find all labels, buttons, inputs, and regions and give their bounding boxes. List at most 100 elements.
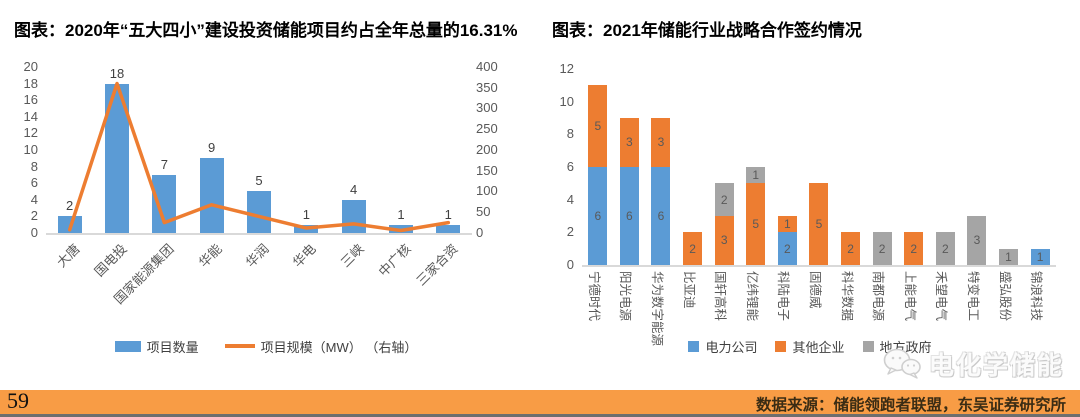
legend-square-swatch	[862, 340, 874, 352]
segment-地方政府: 2	[872, 232, 892, 265]
left-chart-plot-area: 0 2 4 6 8 10 12 14 16 18 20 0 50 100 150 200 250 300 350 40…	[24, 60, 498, 307]
right-axis-tick: 200	[476, 141, 498, 157]
category-slot-上能电气: 2 上能电气	[898, 69, 930, 321]
x-axis-label: 南都电源	[871, 270, 886, 321]
segment-其他企业: 5	[746, 183, 766, 265]
wechat-icon	[883, 348, 921, 379]
x-axis-label: 比亚迪	[681, 270, 696, 309]
x-axis-label: 锦浪科技	[1029, 270, 1044, 321]
legend-label: 电力公司	[705, 339, 758, 355]
left-axis-tick: 20	[23, 58, 38, 74]
segment-电力公司: 6	[651, 166, 671, 265]
segment-电力公司: 6	[619, 166, 639, 265]
segment-地方政府: 2	[935, 232, 955, 265]
left-axis-tick: 2	[30, 208, 38, 224]
legend-square-swatch	[688, 340, 700, 352]
left-axis-tick: 4	[566, 191, 574, 207]
stacked-bar-slots: 6 5 宁德时代 6 3 阳光电源 6 3 华为数字能源 2 比亚迪 3 2 国轩高科 5 1 亿纬锂能 2 1 科陆…	[582, 69, 1056, 346]
x-axis-label: 三峡	[337, 241, 367, 271]
left-axis-tick: 6	[30, 175, 38, 191]
x-axis-label: 特变电工	[965, 270, 980, 321]
category-slot-比亚迪: 2 比亚迪	[677, 69, 709, 308]
right-axis-tick: 0	[476, 224, 484, 240]
category-slot-华电: 1 华电	[283, 67, 330, 270]
x-axis-label: 国电投	[91, 241, 130, 280]
bar-三家合资	[436, 224, 461, 233]
segment-其他企业: 5	[809, 183, 829, 265]
category-slot-宁德时代: 6 5 宁德时代	[582, 69, 614, 321]
stacked-bar-南都电源: 2	[872, 69, 892, 265]
category-slot-大唐: 2 大唐	[46, 67, 93, 270]
segment-地方政府: 3	[967, 215, 987, 265]
category-slot-科陆电子: 2 1 科陆电子	[772, 69, 804, 321]
x-axis-label: 固德威	[807, 270, 822, 309]
stacked-bar-固德威: 5	[809, 69, 829, 265]
legend-item-其他企业: 其他企业	[775, 337, 845, 356]
x-axis-label: 阳光电源	[618, 270, 633, 321]
x-axis-label: 盛弘股份	[997, 270, 1012, 321]
category-slot-三家合资: 1 三家合资	[414, 67, 472, 289]
category-slot-亿纬锂能: 5 1 亿纬锂能	[740, 69, 772, 321]
legend-item-项目规模（MW） （右轴）: 项目规模（MW） （右轴）	[224, 337, 418, 356]
left-chart-legend: 项目数量 项目规模（MW） （右轴）	[14, 337, 518, 356]
category-slot-科华数据: 2 科华数据	[835, 69, 867, 321]
stacked-bar-科华数据: 2	[841, 69, 861, 265]
left-chart-title: 图表：2020年“五大四小”建设投资储能项目约占全年总量的16.31%	[14, 21, 518, 40]
category-slot-阳光电源: 6 3 阳光电源	[614, 69, 646, 321]
category-slot-禾望电气: 2 禾望电气	[930, 69, 962, 321]
left-axis-tick: 8	[566, 126, 574, 142]
left-axis-tick: 6	[566, 158, 574, 174]
stacked-bar-锦浪科技: 1	[1030, 69, 1050, 265]
watermark: 电化学储能	[883, 346, 1064, 382]
page-number: 59	[7, 388, 29, 413]
right-axis-tick: 50	[476, 204, 491, 220]
legend-item-项目数量: 项目数量	[114, 337, 199, 356]
bar-value-label: 9	[208, 140, 216, 156]
right-axis-tick: 350	[476, 79, 498, 95]
x-axis-label: 亿纬锂能	[744, 270, 759, 321]
left-axis-tick: 4	[30, 191, 38, 207]
right-chart-panel: 图表：2021年储能行业战略合作签约情况 0 2 4 6 8 10 12 6 5 宁德时代 6 3 阳光…	[552, 20, 1068, 356]
bar-value-label: 5	[255, 173, 263, 189]
stacked-bar-上能电气: 2	[904, 69, 924, 265]
segment-其他企业: 2	[841, 232, 861, 265]
category-slot-固德威: 5 固德威	[803, 69, 835, 308]
category-slot-华润: 5 华润	[235, 67, 282, 270]
segment-地方政府: 2	[714, 183, 734, 216]
x-axis-label: 科陆电子	[776, 270, 791, 321]
right-chart-title: 图表：2021年储能行业战略合作签约情况	[552, 21, 862, 40]
right-chart-plot-area: 0 2 4 6 8 10 12 6 5 宁德时代 6 3 阳光电源 6 3 华为数字能源 2 比亚迪 3 2 国轩高科 5…	[560, 62, 1056, 346]
stacked-bar-禾望电气: 2	[935, 69, 955, 265]
right-axis-tick: 150	[476, 162, 498, 178]
legend-square-swatch	[775, 340, 787, 352]
left-axis-tick: 12	[23, 125, 38, 141]
left-axis-tick: 10	[559, 93, 574, 109]
bar-value-label: 2	[66, 198, 74, 214]
category-slot-锦浪科技: 1 锦浪科技	[1024, 69, 1056, 321]
x-axis-label: 宁德时代	[586, 270, 601, 321]
x-axis-label: 华润	[242, 241, 272, 271]
bar-value-label: 7	[160, 156, 168, 172]
left-axis-tick: 12	[559, 60, 574, 76]
bar-华电	[294, 224, 319, 233]
segment-其他企业: 2	[683, 232, 703, 265]
segment-电力公司: 6	[588, 166, 608, 265]
legend-bar-swatch	[114, 340, 141, 352]
legend-item-电力公司: 电力公司	[688, 337, 757, 356]
segment-其他企业: 3	[651, 117, 671, 167]
x-axis-label: 三家合资	[413, 241, 462, 289]
bar-华能	[199, 158, 224, 233]
legend-label: 项目规模（MW） （右轴）	[260, 339, 418, 355]
category-slot-国家能源集团: 7 国家能源集团	[111, 67, 188, 307]
bar-value-label: 1	[302, 206, 310, 222]
bar-slots: 2 大唐 18 国电投 7 国家能源集团 9 华能 5 华润 1 华电 4 三峡 1 中广核 1 三家合资	[46, 67, 472, 307]
category-slot-三峡: 4 三峡	[330, 67, 377, 270]
x-axis-label: 华为数字能源	[649, 270, 664, 346]
right-chart-legend: 电力公司 其他企业 地方政府	[552, 337, 1068, 356]
legend-label: 项目数量	[146, 339, 199, 355]
segment-其他企业: 3	[714, 215, 734, 265]
bar-三峡	[341, 199, 366, 233]
left-axis-tick: 16	[23, 92, 38, 108]
